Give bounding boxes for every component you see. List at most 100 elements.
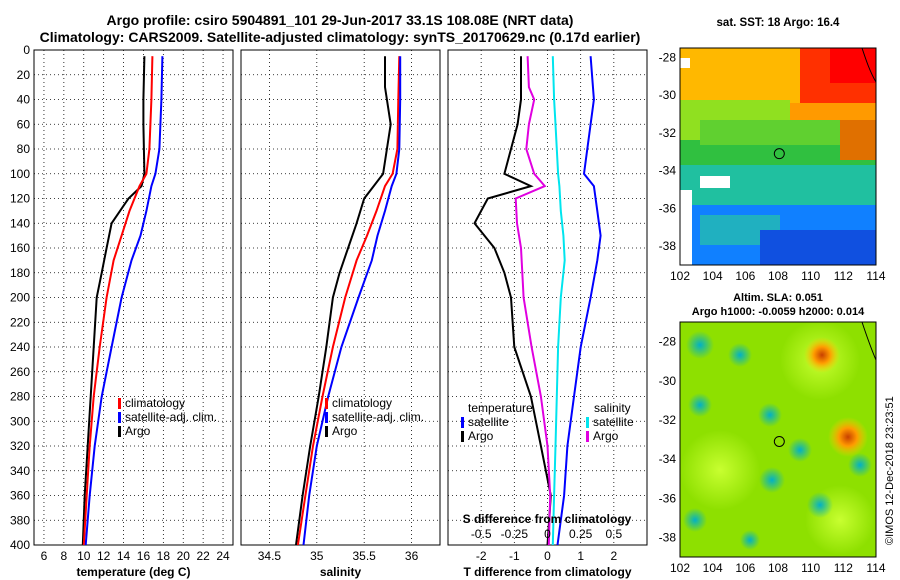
sla-map-title: Altim. SLA: 0.051 [733,292,823,304]
diff-line-s-argo [514,56,552,545]
depth-tick-label: 100 [10,167,30,181]
depth-tick-label: 20 [17,68,31,82]
legend-label: Argo [593,429,619,443]
sal-x-tick-label: 34.5 [258,549,282,563]
map-x-tick-label: 114 [866,269,885,283]
diff-x-axis-label: T difference from climatology [463,565,631,579]
temp-x-tick-label: 6 [41,549,48,563]
map-x-tick-label: 110 [801,561,820,575]
legend-swatch [118,398,121,409]
legend-label: Argo [125,424,151,438]
temp-x-tick-label: 8 [61,549,68,563]
map-x-tick-label: 108 [768,561,788,575]
map-y-tick-label: -34 [659,452,677,466]
map-x-tick-label: 102 [670,269,690,283]
legend-swatch [461,417,464,428]
diff-series-group [473,56,602,545]
map-y-tick-label: -38 [659,530,677,544]
map-x-tick-label: 114 [866,561,885,575]
diff-line-t-argo [473,56,552,545]
legend-swatch [325,412,328,423]
map-y-tick-label: -28 [659,335,677,349]
depth-tick-label: 400 [10,538,30,552]
legend-swatch [118,412,121,423]
legend-label: satellite [468,415,509,429]
sal-series-group [295,56,402,545]
depth-tick-label: 360 [10,489,30,503]
depth-tick-label: 160 [10,241,30,255]
sla-argo-marker [773,435,785,447]
legend-label: Argo [468,429,494,443]
sal-frame [240,49,441,546]
temp-line-climatology [82,56,154,545]
diff-x-tick-label: 2 [610,549,617,563]
temp-line-satellite-adj-clim- [84,56,164,545]
sst-map: sat. SST: 18 Argo: 16.4 [679,17,877,266]
map-y-tick-label: -38 [659,239,677,253]
sal-line-argo [295,56,392,545]
depth-tick-label: 220 [10,315,30,329]
legend-label: satellite [593,415,634,429]
legend-label: satellite-adj. clim. [125,410,217,424]
map-x-tick-label: 112 [834,269,853,283]
map-y-tick-label: -30 [659,374,677,388]
credit-text: ©IMOS 12-Dec-2018 23:23:51 [884,396,896,545]
temp-x-tick-label: 22 [196,549,210,563]
depth-tick-label: 320 [10,439,30,453]
sst-map-title: sat. SST: 18 Argo: 16.4 [717,17,841,29]
temp-x-tick-label: 18 [157,549,171,563]
map-x-tick-label: 104 [703,561,723,575]
sst-argo-marker [773,148,785,160]
depth-tick-label: 280 [10,390,30,404]
sal-x-tick-label: 35.5 [353,549,377,563]
title-line-1: Argo profile: csiro 5904891_101 29-Jun-2… [106,12,574,28]
map-y-tick-label: -32 [659,413,677,427]
sst-field [680,48,876,265]
map-x-tick-label: 102 [670,561,690,575]
depth-tick-label: 200 [10,291,30,305]
map-x-tick-label: 104 [703,269,723,283]
diff-x2-tick-label: -0.5 [471,527,492,541]
map-x-tick-label: 112 [834,561,853,575]
map-y-tick-label: -36 [659,491,677,505]
map-x-tick-label: 108 [768,269,788,283]
depth-tick-label: 40 [17,93,31,107]
diff-x-tick-label: -1 [509,549,520,563]
diff-x2-tick-label: 0 [544,527,551,541]
map-x-tick-label: 106 [735,269,755,283]
map-x-tick-label: 106 [735,561,755,575]
temp-x-tick-label: 12 [97,549,111,563]
map-y-tick-label: -34 [659,164,677,178]
legend-swatch [325,398,328,409]
depth-tick-label: 140 [10,216,30,230]
temp-x-tick-label: 20 [177,549,191,563]
sal-x-tick-label: 35 [310,549,324,563]
diff-line-s-satellite [551,56,566,545]
diff-x-tick-label: 0 [544,549,551,563]
depth-tick-label: 180 [10,266,30,280]
depth-tick-label: 120 [10,192,30,206]
diff-legend-sal-title: salinity [594,401,631,415]
map-y-tick-label: -30 [659,88,677,102]
diff-line-t-satellite [556,56,602,545]
diff-x2-tick-label: 0.25 [569,527,593,541]
legend-swatch [586,431,589,442]
temp-line-argo [81,56,146,545]
depth-tick-label: 60 [17,117,31,131]
title-line-2: Climatology: CARS2009. Satellite-adjuste… [39,29,641,45]
legend-swatch [461,431,464,442]
sal-line-climatology [296,56,401,545]
sla-map-subtitle: Argo h1000: -0.0059 h2000: 0.014 [692,306,865,318]
sst-coastline [861,47,877,83]
legend-swatch [118,426,121,437]
depth-tick-label: 0 [23,43,30,57]
legend-label: climatology [332,396,392,410]
sal-line-satellite-adj-clim- [302,56,402,545]
depth-tick-label: 380 [10,513,30,527]
temp-frame [33,49,234,546]
diff-legend-temp-title: temperature [468,401,533,415]
temp-series-group [81,56,164,545]
depth-tick-label: 340 [10,464,30,478]
temp-x-tick-label: 24 [216,549,230,563]
